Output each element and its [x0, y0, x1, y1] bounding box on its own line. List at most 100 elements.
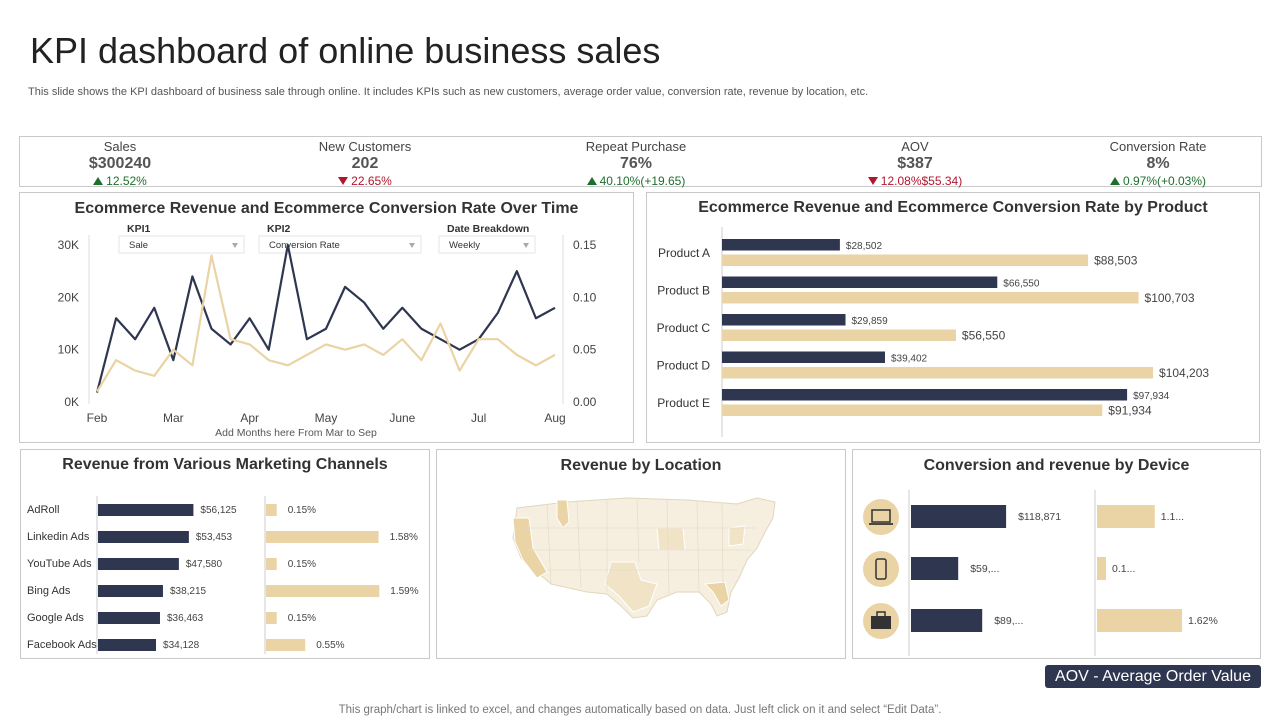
kpi-value: $387 [897, 155, 933, 172]
data-label: $39,402 [891, 354, 928, 365]
bar-revenue [98, 504, 194, 516]
panel-device: Conversion and revenue by Device $118,87… [852, 449, 1261, 659]
x-tick: Aug [544, 411, 565, 425]
data-label: $59,... [970, 563, 999, 575]
x-tick: Jul [471, 411, 486, 425]
state-idaho [556, 499, 570, 529]
x-tick: May [315, 411, 338, 425]
kpi-label: New Customers [318, 139, 412, 154]
chevron-down-icon [409, 243, 415, 248]
kpi-label: Repeat Purchase [585, 139, 687, 154]
control-dropdown [258, 235, 422, 254]
data-label: $100,703 [1145, 291, 1195, 305]
category-label: Linkedin Ads [27, 531, 90, 543]
product-bar-chart: Product A $28,502 $88,503 Product B $66,550 $… [657, 227, 1209, 437]
bar-conversion [722, 404, 1103, 416]
page-title: KPI dashboard of online business sales [30, 30, 661, 71]
bar-conversion [1097, 609, 1183, 632]
state-california [512, 517, 548, 579]
state-florida [703, 581, 730, 607]
data-label: 1.58% [390, 532, 418, 543]
kpi-aov: AOV $387 12.08%$55.34) [815, 139, 1015, 188]
control-value: Weekly [449, 240, 480, 251]
us-map [512, 497, 776, 619]
y-tick-right: 0.05 [573, 343, 597, 357]
marketing-bar-chart: AdRoll $56,125 0.15% Linkedin Ads $53,453 1.5… [27, 496, 419, 654]
device-icon-circle [863, 499, 899, 535]
bar-conversion [1097, 505, 1155, 528]
data-label: 1.1... [1161, 511, 1184, 523]
x-axis-label: Add Months here From Mar to Sep [215, 427, 377, 439]
mobile-icon [875, 558, 887, 580]
control-dropdown [118, 235, 245, 254]
data-label: $56,550 [962, 329, 1006, 343]
bar-revenue [98, 585, 163, 597]
y-tick-left: 0K [64, 395, 79, 409]
bar-revenue [722, 389, 1128, 401]
data-label: $38,215 [170, 586, 207, 597]
panel-by-product: Ecommerce Revenue and Ecommerce Conversi… [646, 192, 1260, 443]
data-label: $66,550 [1003, 279, 1040, 290]
chart-title: Ecommerce Revenue and Ecommerce Conversi… [74, 200, 579, 217]
kpi-change: 12.08%$55.34) [880, 174, 963, 188]
chevron-down-icon [232, 243, 238, 248]
bar-conversion [266, 504, 277, 516]
bar-revenue [722, 239, 840, 251]
x-tick: Feb [87, 411, 108, 425]
bar-conversion [722, 254, 1089, 266]
kpi-change: 40.10%(+19.65) [599, 174, 686, 188]
control-label: Date Breakdown [447, 223, 529, 235]
category-label: Product D [657, 359, 711, 373]
panel-over-time: Ecommerce Revenue and Ecommerce Conversi… [19, 192, 634, 443]
y-tick-left: 10K [58, 343, 79, 357]
control-label: KPI2 [267, 223, 291, 235]
line-chart: 0K 10K 20K 30K 0.00 0.05 0.10 0.15 Feb Mar Apr May J… [58, 223, 597, 439]
data-label: $104,203 [1159, 366, 1209, 380]
panel-location: Revenue by Location [436, 449, 846, 659]
control-dropdown [438, 235, 536, 254]
control-label: KPI1 [127, 223, 151, 235]
bar-conversion [1097, 557, 1106, 580]
data-label: $53,453 [196, 532, 233, 543]
bar-revenue [98, 558, 179, 570]
category-label: Product A [658, 246, 710, 260]
chevron-down-icon [523, 243, 529, 248]
data-label: $91,934 [1108, 404, 1152, 418]
data-label: $47,580 [186, 559, 223, 570]
y-tick-right: 0.00 [573, 395, 597, 409]
data-label: 1.59% [390, 586, 418, 597]
category-label: Facebook Ads [27, 639, 97, 651]
kpi-new-customers: New Customers 202 22.65% [265, 139, 465, 188]
bar-conversion [722, 329, 956, 341]
data-label: $28,502 [846, 241, 883, 252]
bar-revenue [98, 639, 157, 651]
page-subtitle: This slide shows the KPI dashboard of bu… [28, 86, 869, 98]
control-value: Conversion Rate [269, 240, 340, 251]
chart-title: Revenue from Various Marketing Channels [62, 456, 388, 473]
laptop-icon [871, 509, 891, 523]
y-tick-left: 20K [58, 290, 79, 304]
device-icon-circle [863, 551, 899, 587]
data-label: 0.15% [288, 613, 316, 624]
data-label: 0.15% [288, 559, 316, 570]
category-label: Product E [657, 396, 710, 410]
data-label: $118,871 [1018, 511, 1061, 523]
data-label: $97,934 [1133, 391, 1170, 402]
state-east [728, 525, 746, 547]
chart-title: Revenue by Location [560, 457, 722, 474]
control-value: Sale [129, 240, 148, 251]
kpi-value: $300240 [88, 155, 152, 172]
data-label: 0.55% [316, 640, 344, 651]
chart-title: Conversion and revenue by Device [923, 457, 1190, 474]
arrow-down-icon [867, 177, 878, 185]
bar-revenue [98, 612, 160, 624]
chart-title: Ecommerce Revenue and Ecommerce Conversi… [698, 199, 1208, 216]
state-borders [521, 499, 757, 595]
data-label: $89,... [994, 615, 1023, 627]
kpi-change: 12.52% [106, 174, 147, 188]
bar-revenue [722, 314, 846, 326]
data-label: 0.1... [1112, 563, 1135, 575]
device-bar-chart: $118,871 1.1... $59,... 0.1... $89,... 1.62% [863, 490, 1218, 656]
x-tick: Apr [240, 411, 259, 425]
data-label: $34,128 [163, 640, 200, 651]
